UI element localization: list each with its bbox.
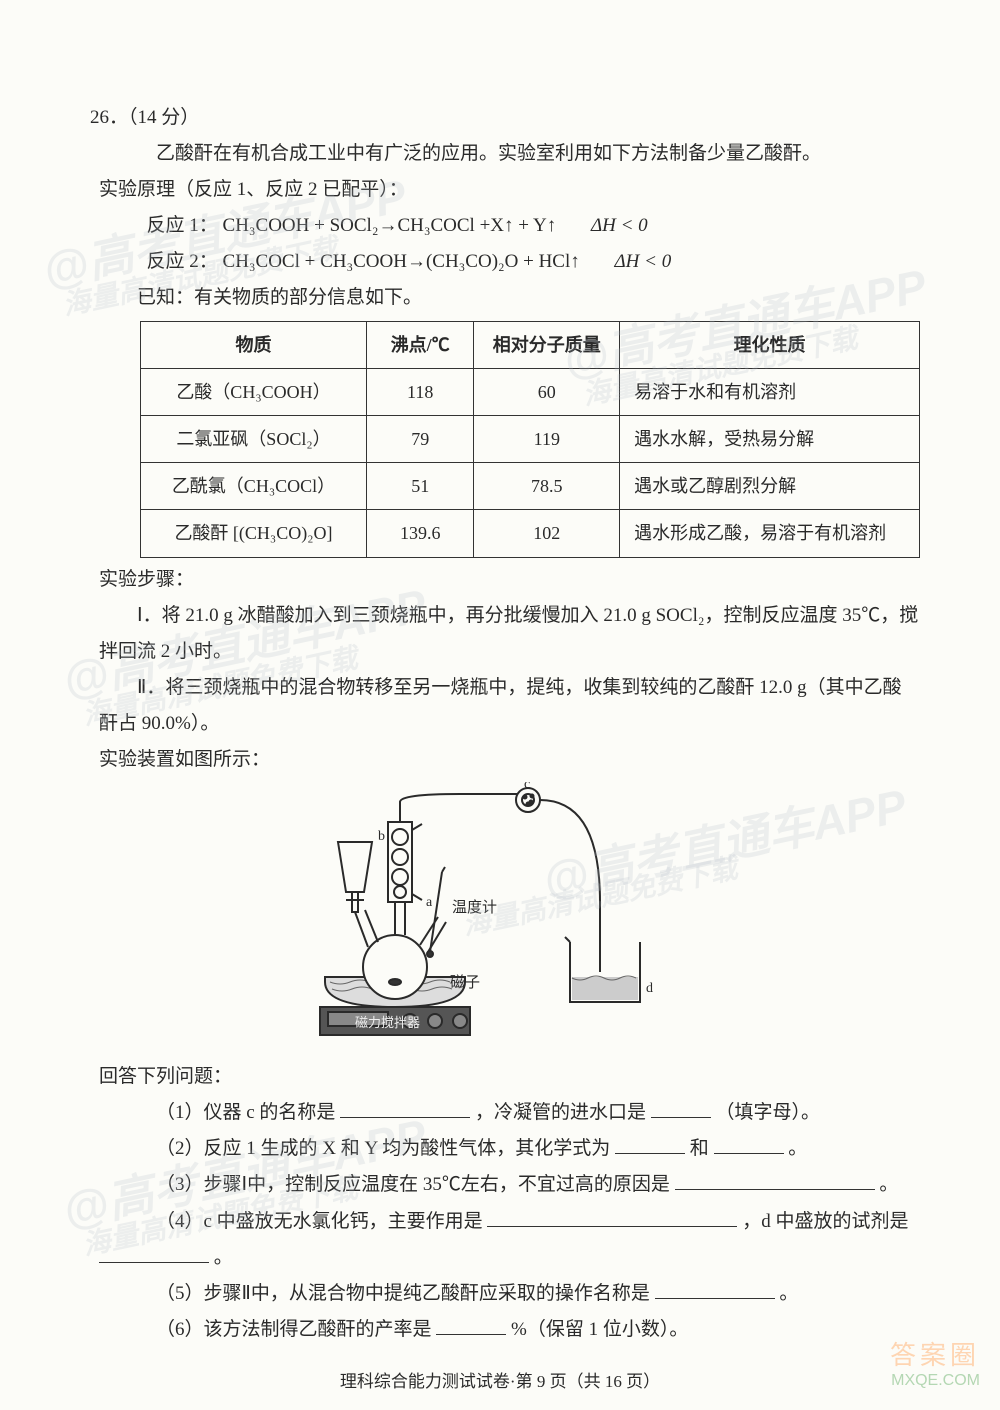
sub-question-4-cont: 。 bbox=[80, 1240, 920, 1276]
q4-text-a: （4）c 中盛放无水氯化钙，主要作用是 bbox=[156, 1211, 483, 1232]
blank bbox=[487, 1207, 737, 1227]
table-cell: 60 bbox=[474, 368, 620, 415]
corner-line-2: MXQE.COM bbox=[890, 1371, 980, 1390]
reaction-2-dh: ΔH < 0 bbox=[615, 244, 672, 280]
q5-text-b: 。 bbox=[779, 1283, 798, 1304]
table-header: 相对分子质量 bbox=[474, 321, 620, 368]
substance-table: 物质 沸点/℃ 相对分子质量 理化性质 乙酸（CH₃COOH） 118 60 易… bbox=[140, 321, 920, 558]
reaction-1-dh: ΔH < 0 bbox=[591, 208, 648, 244]
q4-text-b: ，d 中盛放的试剂是 bbox=[742, 1211, 908, 1232]
intro-line-1: 乙酸酐在有机合成工业中有广泛的应用。实验室利用如下方法制备少量乙酸酐。 bbox=[80, 136, 920, 172]
table-cell: 乙酸酐 [(CH₃CO)₂O] bbox=[141, 510, 367, 557]
reaction-1-label: 反应 1： bbox=[147, 215, 218, 236]
table-cell: 遇水形成乙酸，易溶于有机溶剂 bbox=[620, 510, 920, 557]
sub-question-4: （4）c 中盛放无水氯化钙，主要作用是 ，d 中盛放的试剂是 bbox=[80, 1204, 920, 1240]
q5-text-a: （5）步骤Ⅱ中，从混合物中提纯乙酸酐应采取的操作名称是 bbox=[156, 1283, 650, 1304]
blank bbox=[714, 1134, 784, 1154]
q2-text-a: （2）反应 1 生成的 X 和 Y 均为酸性气体，其化学式为 bbox=[156, 1138, 610, 1159]
table-cell: 51 bbox=[366, 463, 474, 510]
table-row: 乙酸（CH₃COOH） 118 60 易溶于水和有机溶剂 bbox=[141, 368, 920, 415]
table-cell: 119 bbox=[474, 415, 620, 462]
blank bbox=[615, 1134, 685, 1154]
reaction-2-label: 反应 2： bbox=[147, 251, 218, 272]
q1-text-c: （填字母）。 bbox=[715, 1102, 820, 1123]
table-cell: 二氯亚砜（SOCl₂） bbox=[141, 415, 367, 462]
sub-question-2: （2）反应 1 生成的 X 和 Y 均为酸性气体，其化学式为 和 。 bbox=[80, 1131, 920, 1167]
label-d: d bbox=[646, 981, 653, 996]
table-row: 二氯亚砜（SOCl₂） 79 119 遇水水解，受热易分解 bbox=[141, 415, 920, 462]
q6-text-b: %（保留 1 位小数）。 bbox=[511, 1319, 688, 1340]
q3-text-b: 。 bbox=[879, 1174, 898, 1195]
table-header: 沸点/℃ bbox=[366, 321, 474, 368]
reaction-2: 反应 2： CH₃COCl + CH₃COOH→(CH₃CO)₂O + HCl↑… bbox=[80, 244, 920, 280]
blank bbox=[99, 1243, 209, 1263]
blank bbox=[436, 1315, 506, 1335]
label-stirrer-base: 磁力搅拌器 bbox=[355, 1015, 420, 1030]
q2-text-b: 和 bbox=[690, 1138, 709, 1159]
table-row: 乙酸酐 [(CH₃CO)₂O] 139.6 102 遇水形成乙酸，易溶于有机溶剂 bbox=[141, 510, 920, 557]
blank bbox=[675, 1170, 875, 1190]
device-label: 实验装置如图所示： bbox=[80, 742, 920, 778]
table-cell: 118 bbox=[366, 368, 474, 415]
label-a: a bbox=[426, 895, 433, 910]
table-cell: 79 bbox=[366, 415, 474, 462]
table-row: 乙酰氯（CH₃COCl） 51 78.5 遇水或乙醇剧烈分解 bbox=[141, 463, 920, 510]
q4-text-c: 。 bbox=[214, 1247, 233, 1268]
corner-watermark: 答案圈 MXQE.COM bbox=[890, 1340, 980, 1390]
label-c: c bbox=[524, 782, 530, 792]
q2-text-c: 。 bbox=[788, 1138, 807, 1159]
known-label: 已知：有关物质的部分信息如下。 bbox=[80, 280, 920, 316]
steps-label: 实验步骤： bbox=[80, 562, 920, 598]
table-header: 物质 bbox=[141, 321, 367, 368]
q6-text-a: （6）该方法制得乙酸酐的产率是 bbox=[156, 1319, 432, 1340]
table-header-row: 物质 沸点/℃ 相对分子质量 理化性质 bbox=[141, 321, 920, 368]
sub-question-3: （3）步骤Ⅰ中，控制反应温度在 35℃左右，不宜过高的原因是 。 bbox=[80, 1167, 920, 1203]
table-cell: 102 bbox=[474, 510, 620, 557]
step-2: Ⅱ．将三颈烧瓶中的混合物转移至另一烧瓶中，提纯，收集到较纯的乙酸酐 12.0 g… bbox=[80, 670, 920, 742]
reaction-2-eq: CH₃COCl + CH₃COOH→(CH₃CO)₂O + HCl↑ bbox=[223, 251, 580, 272]
label-b: b bbox=[378, 829, 385, 844]
q1-text-b: ，冷凝管的进水口是 bbox=[475, 1102, 646, 1123]
table-cell: 78.5 bbox=[474, 463, 620, 510]
table-cell: 遇水水解，受热易分解 bbox=[620, 415, 920, 462]
apparatus-diagram: a b c d 温度计 磁子 磁力搅拌器 bbox=[260, 782, 680, 1042]
blank bbox=[340, 1098, 470, 1118]
question-number: 26．（14 分） bbox=[90, 100, 920, 136]
label-thermometer: 温度计 bbox=[452, 899, 497, 916]
sub-question-6: （6）该方法制得乙酸酐的产率是 %（保留 1 位小数）。 bbox=[80, 1312, 920, 1348]
table-cell: 乙酸（CH₃COOH） bbox=[141, 368, 367, 415]
blank bbox=[655, 1279, 775, 1299]
reaction-1: 反应 1： CH₃COOH + SOCl₂→CH₃COCl +X↑ + Y↑ Δ… bbox=[80, 208, 920, 244]
sub-question-1: （1）仪器 c 的名称是 ，冷凝管的进水口是 （填字母）。 bbox=[80, 1095, 920, 1131]
q1-text-a: （1）仪器 c 的名称是 bbox=[156, 1102, 335, 1123]
sub-question-5: （5）步骤Ⅱ中，从混合物中提纯乙酸酐应采取的操作名称是 。 bbox=[80, 1276, 920, 1312]
q3-text-a: （3）步骤Ⅰ中，控制反应温度在 35℃左右，不宜过高的原因是 bbox=[156, 1174, 670, 1195]
table-cell: 易溶于水和有机溶剂 bbox=[620, 368, 920, 415]
label-stir-bar: 磁子 bbox=[450, 974, 480, 991]
exam-page: @高考直通车APP 海量高清试题免费下载 @高考直通车APP 海量高清试题免费下… bbox=[0, 0, 1000, 1410]
corner-line-1: 答案圈 bbox=[890, 1340, 980, 1371]
answer-label: 回答下列问题： bbox=[80, 1059, 920, 1095]
step-1: Ⅰ．将 21.0 g 冰醋酸加入到三颈烧瓶中，再分批缓慢加入 21.0 g SO… bbox=[80, 598, 920, 670]
table-cell: 139.6 bbox=[366, 510, 474, 557]
table-cell: 遇水或乙醇剧烈分解 bbox=[620, 463, 920, 510]
blank bbox=[651, 1098, 711, 1118]
intro-line-2: 实验原理（反应 1、反应 2 已配平）： bbox=[80, 172, 920, 208]
reaction-1-eq: CH₃COOH + SOCl₂→CH₃COCl +X↑ + Y↑ bbox=[223, 215, 557, 236]
table-cell: 乙酰氯（CH₃COCl） bbox=[141, 463, 367, 510]
table-header: 理化性质 bbox=[620, 321, 920, 368]
page-footer: 理科综合能力测试试卷·第 9 页（共 16 页） bbox=[80, 1366, 920, 1398]
